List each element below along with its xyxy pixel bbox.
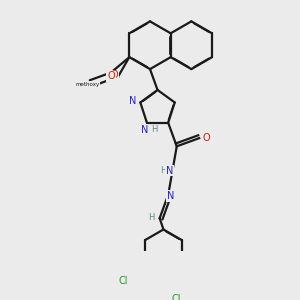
Text: N: N — [129, 96, 136, 106]
Text: N: N — [167, 191, 174, 201]
Text: N: N — [166, 166, 173, 176]
Text: H: H — [148, 213, 155, 222]
Text: Cl: Cl — [171, 294, 181, 300]
Text: H: H — [151, 125, 157, 134]
Text: H: H — [160, 166, 166, 175]
Text: Cl: Cl — [118, 276, 128, 286]
Text: O: O — [110, 70, 118, 80]
Text: methoxy: methoxy — [76, 82, 100, 87]
Text: O: O — [107, 71, 115, 81]
Text: N: N — [141, 125, 148, 135]
Text: O: O — [202, 133, 210, 143]
